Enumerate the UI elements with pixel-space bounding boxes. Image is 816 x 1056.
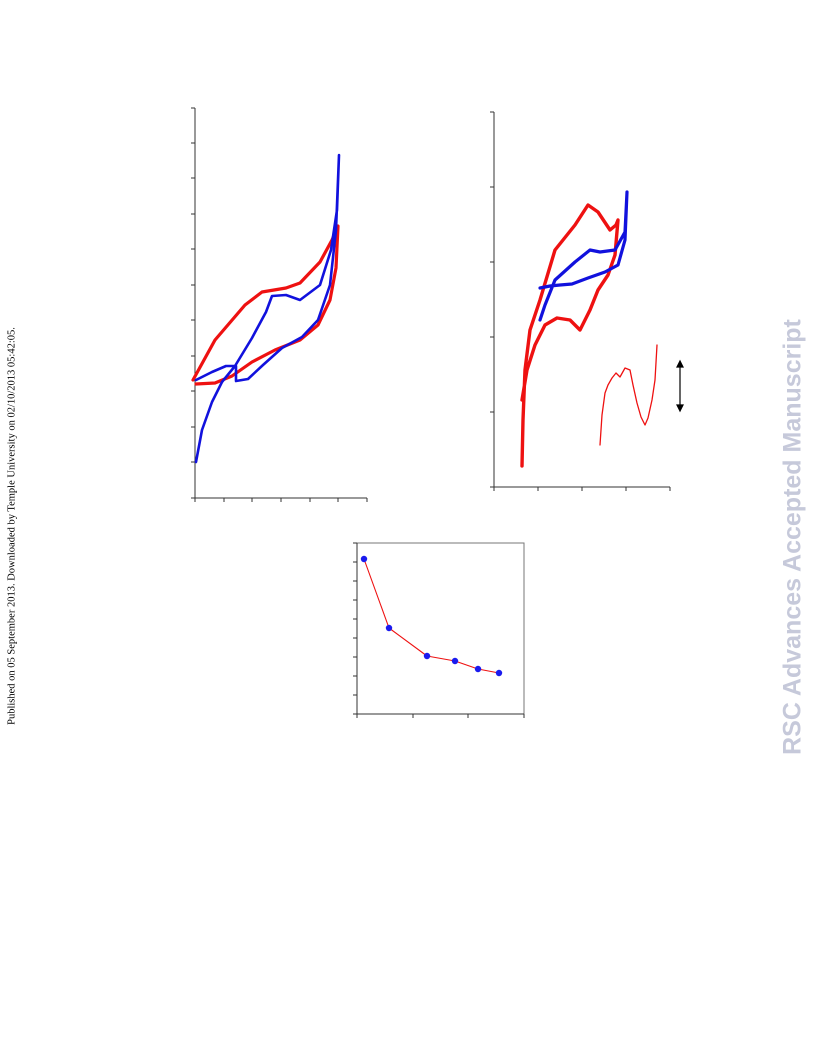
- panel-3-plot-area: [360, 555, 503, 677]
- panel-1-y-ticks: [191, 107, 195, 499]
- panel-2-series-3-line: [599, 344, 658, 446]
- panel-2-plot-area: [520, 190, 658, 468]
- panel-3-y-ticks: [353, 542, 357, 715]
- panel-3-point-1: [360, 555, 368, 563]
- panel-2-series-1-line: [520, 203, 620, 468]
- panel-1-series-2-line: [194, 153, 341, 464]
- panel-1-series-1-line: [191, 224, 340, 386]
- panel-3-point-2: [385, 624, 393, 632]
- panel-3-frame: [356, 542, 525, 715]
- panel-3-series-1-line: [363, 558, 500, 674]
- panel-3-point-3: [423, 652, 431, 660]
- panel-3-axes: [353, 542, 525, 718]
- panel-3-x-ticks: [356, 714, 525, 718]
- panel-1-axes: [191, 107, 368, 502]
- panel-3-point-5: [474, 665, 482, 673]
- panel-1-x-ticks: [194, 498, 368, 502]
- panel-2-x-ticks: [493, 487, 671, 491]
- panel-2-y-ticks: [490, 111, 494, 488]
- scale-bar: [676, 359, 684, 413]
- panel-2-axes: [490, 111, 671, 491]
- panel-3-point-4: [451, 657, 459, 665]
- panel-1-plot-area: [191, 153, 341, 464]
- panel-2-series-2-line: [538, 190, 629, 322]
- panel-3-point-6: [495, 669, 503, 677]
